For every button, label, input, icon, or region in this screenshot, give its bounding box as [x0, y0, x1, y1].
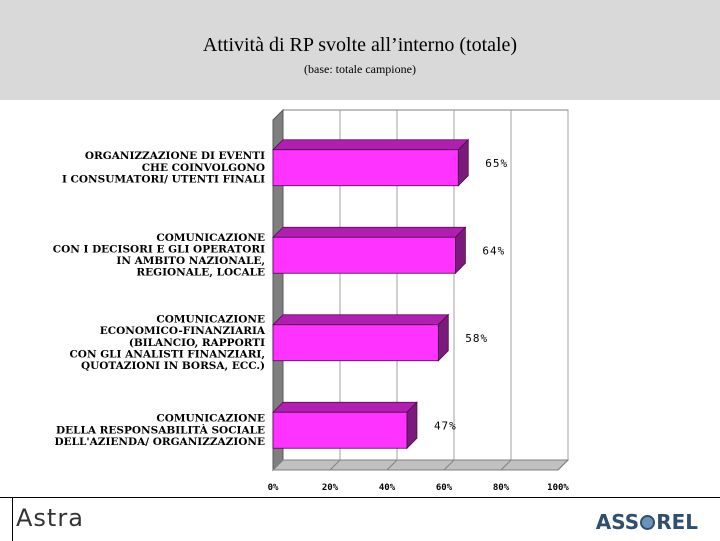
category-label: ORGANIZZAZIONE DI EVENTI CHE COINVOLGONO I…: [62, 150, 265, 185]
category-label-line: COMUNICAZIONE: [156, 413, 265, 425]
category-label-line: (BILANCIO, RAPPORTI: [129, 337, 265, 349]
bar-value-label: 58%: [465, 332, 488, 345]
bar: [272, 149, 459, 187]
category-label-line: CHE COINVOLGONO: [142, 162, 265, 174]
category-label-line: COMUNICAZIONE: [156, 232, 265, 244]
floor-gridline: [272, 459, 284, 471]
chart-floor: [271, 459, 570, 471]
x-tick-label: 20%: [322, 483, 339, 493]
bar-value-label: 47%: [434, 419, 457, 432]
bar-value-label: 64%: [482, 244, 505, 257]
x-tick-label: 100%: [547, 483, 569, 493]
category-label-line: ECONOMICO-FINANZIARIA: [100, 325, 266, 337]
category-label-line: DELL'AZIENDA/ ORGANIZZAZIONE: [55, 436, 265, 448]
bar: [272, 236, 456, 274]
bar-top-face: [272, 401, 418, 413]
x-tick-label: 40%: [379, 483, 396, 493]
category-label-line: IN AMBITO NAZIONALE,: [116, 255, 265, 267]
x-tick-label: 0%: [268, 483, 279, 493]
assorel-logo-o-mark: [640, 515, 656, 530]
chart-subtitle: (base: totale campione): [304, 62, 416, 76]
floor-gridline: [443, 459, 455, 471]
category-label-line: REGIONALE, LOCALE: [136, 267, 265, 279]
floor-gridline: [329, 459, 341, 471]
floor-gridline: [557, 459, 569, 471]
bar-value-label: 65%: [485, 157, 508, 170]
category-label-line: QUOTAZIONI IN BORSA, ECC.): [81, 360, 265, 372]
category-label: COMUNICAZIONE CON I DECISORI E GLI OPERAT…: [53, 232, 265, 279]
x-tick-label: 80%: [493, 483, 510, 493]
footer-left-border: [0, 498, 13, 541]
category-label: COMUNICAZIONE ECONOMICO-FINANZIARIA (BILAN…: [69, 314, 265, 372]
category-label: COMUNICAZIONE DELLA RESPONSABILITÀ SOCIAL…: [55, 413, 265, 448]
chart-title: Attività di RP svolte all’interno (total…: [202, 34, 518, 56]
bar: [272, 411, 408, 449]
category-label-line: ORGANIZZAZIONE DI EVENTI: [85, 150, 265, 162]
bar-chart: 0% 20% 40% 60% 80% 100% 65% ORGANIZZAZIONE DI E…: [53, 108, 570, 493]
assorel-logo: ASS REL: [595, 510, 698, 534]
bar: [272, 324, 439, 362]
category-label-line: CON GLI ANALISTI FINANZIARI,: [69, 348, 265, 360]
footer-bar: Astra ASS REL: [0, 497, 720, 541]
x-tick-label: 60%: [436, 483, 453, 493]
category-label-line: I CONSUMATORI/ UTENTI FINALI: [62, 173, 265, 185]
bar-top-face: [272, 226, 467, 238]
header-band: Attività di RP svolte all’interno (total…: [0, 0, 720, 100]
category-label-line: COMUNICAZIONE: [156, 314, 265, 326]
category-label-line: DELLA RESPONSABILITÀ SOCIALE: [56, 422, 265, 436]
astra-logo: Astra: [16, 504, 84, 532]
floor-gridline: [386, 459, 398, 471]
bar-top-face: [272, 139, 470, 151]
floor-gridline: [500, 459, 512, 471]
category-label-line: CON I DECISORI E GLI OPERATORI: [53, 243, 265, 255]
bar-top-face: [272, 314, 450, 326]
